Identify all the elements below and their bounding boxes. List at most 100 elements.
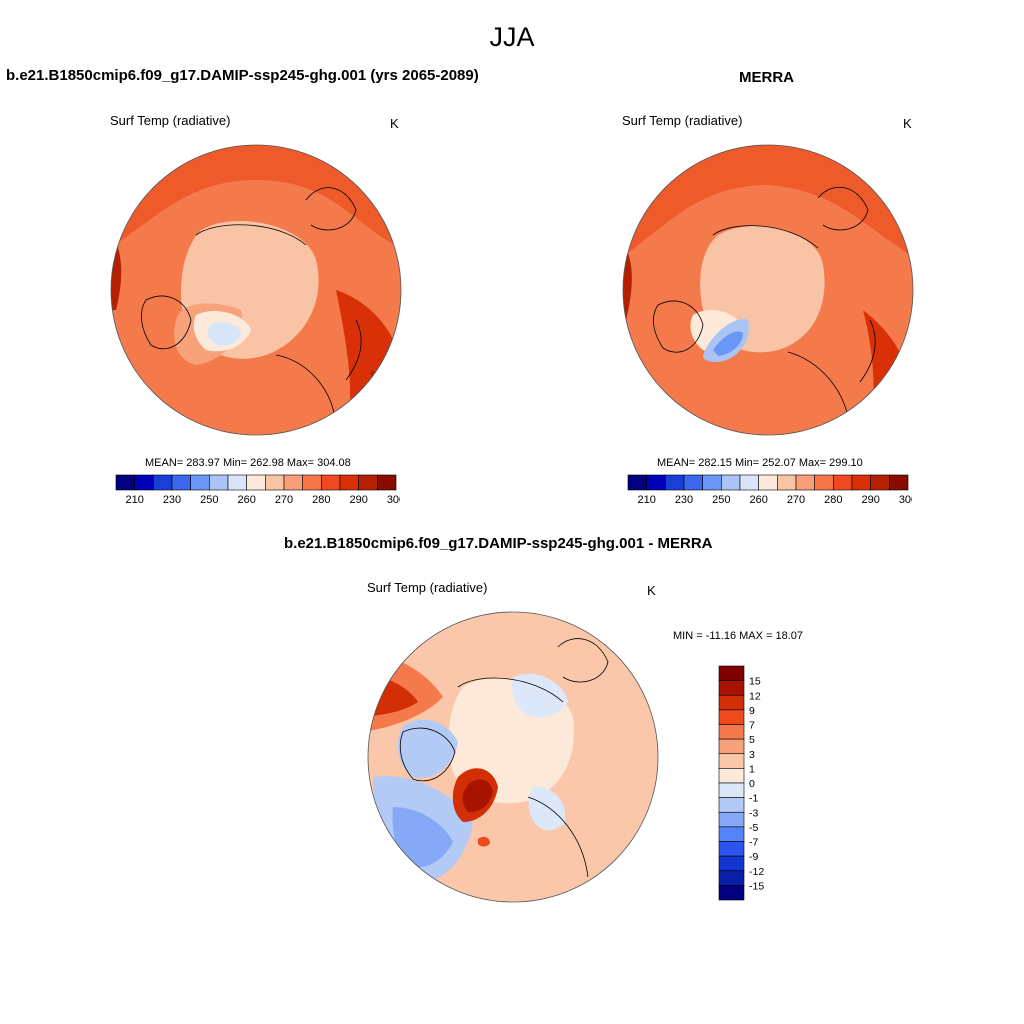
colorbar-swatch [795, 474, 815, 491]
variable-label-obs: Surf Temp (radiative) [622, 113, 743, 128]
colorbar-tick-label: 7 [749, 720, 755, 732]
colorbar-swatch [227, 474, 247, 491]
panel-title-model: b.e21.B1850cmip6.f09_g17.DAMIP-ssp245-gh… [6, 67, 479, 84]
map-field-cold-core [392, 807, 453, 868]
map-boundary [622, 144, 914, 436]
map-field-outer-belt [111, 145, 401, 250]
colorbar-tick-label: 280 [824, 494, 842, 506]
colorbar-swatch [339, 474, 359, 491]
units-label-diff: K [647, 583, 656, 598]
colorbar-tick-label: 210 [125, 494, 143, 506]
colorbar-tick-label: -1 [749, 793, 758, 805]
colorbar-swatch [377, 474, 397, 491]
colorbar-tick-label: -15 [749, 880, 764, 892]
map-boundary [367, 611, 659, 903]
colorbar-tick-label: 15 [749, 676, 761, 688]
map-field-hot-core [366, 370, 401, 435]
colorbar-diff: 15 12 9 7 5 3 1 0 -1 -3 -5 -7 -9 -12 -15 [718, 665, 764, 901]
colorbar-swatch [718, 694, 745, 711]
colorbar-swatch [718, 709, 745, 725]
map-field-greenland-core [462, 779, 493, 813]
colorbar-tick-label: 230 [163, 494, 181, 506]
map-field-greenland-core [713, 331, 743, 356]
colorbar-tick-label: 270 [787, 494, 805, 506]
colorbar-swatch [718, 885, 745, 901]
colorbar-swatch [665, 474, 685, 491]
colorbar-swatch [265, 474, 285, 491]
colorbar-swatch [283, 474, 303, 491]
colorbar-swatch [718, 768, 745, 784]
colorbar-swatch [153, 474, 173, 491]
stats-model: MEAN= 283.97 Min= 262.98 Max= 304.08 [145, 457, 351, 469]
colorbar-model: 210 230 250 260 270 280 290 300 [115, 474, 400, 506]
colorbar-swatch [302, 474, 322, 491]
main-title: JJA [489, 22, 535, 52]
colorbar-tick-label: 9 [749, 705, 755, 717]
colorbar-tick-label: 5 [749, 734, 755, 746]
colorbar-tick-label: -7 [749, 837, 758, 849]
colorbar-tick-label: 0 [749, 778, 755, 790]
stats-obs: MEAN= 282.15 Min= 252.07 Max= 299.10 [657, 457, 863, 469]
colorbar-tick-label: -12 [749, 866, 764, 878]
colorbar-swatch [721, 474, 741, 491]
colorbar-tick-label: 250 [712, 494, 730, 506]
colorbar-swatch [758, 474, 778, 491]
units-label-obs: K [903, 116, 912, 131]
colorbar-tick-label: 260 [237, 494, 255, 506]
colorbar-tick-label: 270 [275, 494, 293, 506]
colorbar-tick-label: -5 [749, 822, 758, 834]
colorbar-swatch [115, 474, 135, 491]
colorbar-tick-label: 300 [387, 494, 400, 506]
colorbar-swatch [718, 826, 745, 842]
map-boundary [110, 144, 402, 436]
colorbar-tick-label: -9 [749, 851, 758, 863]
colorbar-swatch [739, 474, 759, 491]
stats-diff: MIN = -11.16 MAX = 18.07 [673, 630, 804, 642]
colorbar-tick-label: -3 [749, 807, 758, 819]
colorbar-swatch [646, 474, 666, 491]
variable-label-model: Surf Temp (radiative) [110, 113, 231, 128]
colorbar-swatch [814, 474, 834, 491]
colorbar-swatch [190, 474, 210, 491]
colorbar-swatch [702, 474, 722, 491]
panel-title-obs: MERRA [739, 69, 794, 86]
colorbar-swatch [718, 738, 745, 755]
colorbar-swatch [777, 474, 797, 491]
colorbar-swatch [246, 474, 266, 491]
colorbar-tick-label: 3 [749, 749, 755, 761]
colorbar-swatch [718, 870, 745, 886]
colorbar-tick-label: 290 [349, 494, 367, 506]
colorbar-tick-label: 230 [675, 494, 693, 506]
colorbar-swatch [718, 841, 745, 857]
map-field-cool-scandinavia [528, 786, 566, 831]
variable-label-diff: Surf Temp (radiative) [367, 580, 488, 595]
colorbar-tick-label: 1 [749, 763, 755, 775]
panel-title-diff: b.e21.B1850cmip6.f09_g17.DAMIP-ssp245-gh… [284, 535, 713, 552]
colorbar-swatch [718, 665, 745, 681]
polar-map-model [110, 144, 402, 436]
colorbar-tick-label: 250 [200, 494, 218, 506]
colorbar-swatch [718, 724, 745, 740]
colorbar-swatch [718, 680, 745, 696]
map-field-cool-asia [511, 673, 568, 718]
polar-map-diff [367, 611, 659, 903]
map-field-greenland-core [207, 322, 241, 346]
colorbar-swatch [833, 474, 853, 491]
colorbar-swatch [171, 474, 191, 491]
colorbar-swatch [718, 797, 745, 813]
colorbar-swatch [321, 474, 341, 491]
units-label-model: K [390, 116, 399, 131]
map-field-hot-west [111, 230, 122, 310]
colorbar-tick-label: 12 [749, 690, 761, 702]
colorbar-swatch [851, 474, 871, 491]
map-field-hot-west [623, 240, 632, 320]
colorbar-swatch [870, 474, 890, 491]
colorbar-swatch [134, 474, 154, 491]
colorbar-swatch [683, 474, 703, 491]
colorbar-tick-label: 210 [637, 494, 655, 506]
colorbar-tick-label: 300 [899, 494, 912, 506]
colorbar-tick-label: 290 [861, 494, 879, 506]
polar-map-obs [622, 144, 914, 436]
colorbar-swatch [718, 753, 745, 769]
colorbar-swatch [718, 811, 745, 828]
